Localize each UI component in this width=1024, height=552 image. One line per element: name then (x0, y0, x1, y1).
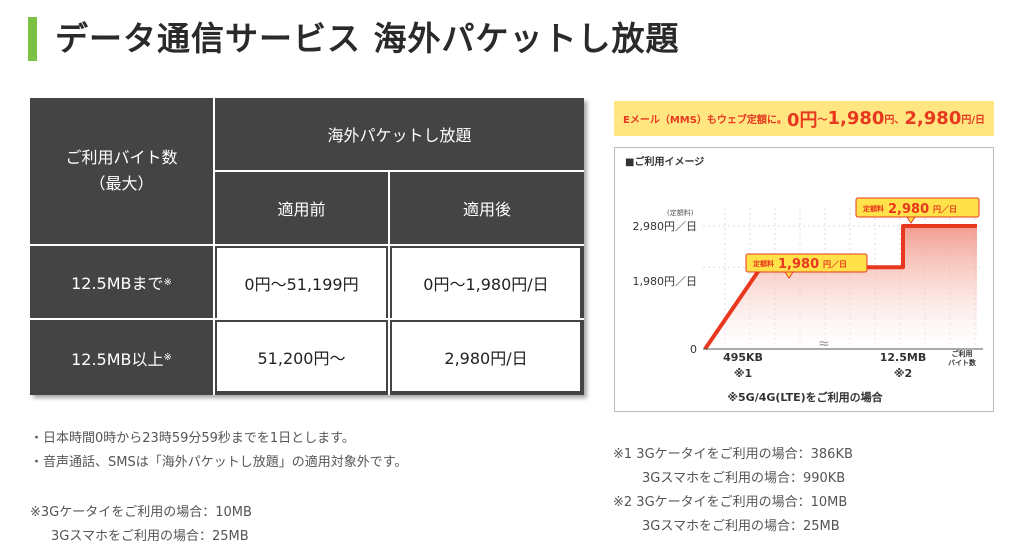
note-line: ※1 3Gケータイをご利用の場合：386KB (613, 447, 853, 462)
x-tick-495kb-mark: ※1 (734, 367, 752, 380)
banner-sep-1: 〜 (817, 115, 828, 126)
pricing-banner: Eメール（MMS）もウェブ定額に。 0円 〜 1,980 円 、 2,980 円… (614, 101, 994, 136)
chart-title: ■ご利用イメージ (625, 155, 704, 168)
banner-sep-2: 、 (894, 115, 905, 126)
note-line: ・日本時間0時から23時59分59秒までを1日とします。 (30, 431, 355, 446)
x-end-label-1: ご利用 (952, 349, 973, 358)
header-bytes: ご利用バイト数 （最大） (30, 98, 213, 244)
header-bytes-label: ご利用バイト数 (65, 148, 178, 167)
y-tick-1980: 1,980円／日 (633, 275, 698, 288)
divider-h2 (30, 244, 584, 246)
x-tick-12-5mb-mark: ※2 (894, 367, 912, 380)
axis-break: ≈ (818, 336, 830, 352)
header-after: 適用後 (390, 172, 584, 244)
note-line: 3Gスマホをご利用の場合：25MB (642, 519, 840, 534)
chart-footnote: ※5G/4G(LTE)をご利用の場合 (727, 390, 883, 404)
header-plan: 海外パケットし放題 (215, 98, 584, 170)
banner-unit-1: 円 (884, 115, 895, 126)
divider-v2 (388, 172, 390, 395)
row2-after: 2,980円/日 (392, 322, 580, 391)
row1-label: 12.5MBまで ※ (30, 246, 213, 318)
callout-1980-small: 定額料 (753, 259, 774, 268)
callout-1980-unit: 円／日 (823, 259, 847, 269)
callout-2980-value: 2,980 (888, 202, 929, 217)
title-accent-bar (28, 17, 37, 61)
usage-line (703, 224, 977, 351)
callout-2980-small: 定額料 (863, 204, 884, 213)
row2-label-text: 12.5MB以上 (71, 349, 164, 369)
banner-unit-2: 円/日 (961, 115, 985, 126)
banner-value-1: 1,980 (827, 108, 885, 129)
divider-h3 (30, 318, 584, 320)
row1-after: 0円〜1,980円/日 (392, 248, 580, 318)
page-title: データ通信サービス 海外パケットし放題 (55, 19, 680, 58)
notes-right: ※1 3Gケータイをご利用の場合：386KB 3Gスマホをご利用の場合：990K… (613, 443, 853, 539)
row2-before: 51,200円〜 (217, 322, 386, 391)
row2-mark: ※ (163, 352, 172, 363)
callout-2980-unit: 円／日 (933, 204, 957, 214)
header-bytes-sub: （最大） (89, 174, 154, 193)
row2-label: 12.5MB以上 ※ (30, 320, 213, 395)
callout-1980-value: 1,980 (778, 257, 819, 272)
y-tick-2980: 2,980円／日 (633, 220, 698, 233)
note-line: 3Gスマホをご利用の場合：990KB (642, 471, 846, 486)
header-before: 適用前 (215, 172, 388, 244)
rate-table: ご利用バイト数 （最大） 海外パケットし放題 適用前 適用後 12.5MBまで ※… (30, 98, 584, 395)
note-line: 3Gスマホをご利用の場合：25MB (51, 529, 249, 544)
notes-left-2: ※3Gケータイをご利用の場合：10MB 3Gスマホをご利用の場合：25MB (30, 501, 252, 549)
usage-area (705, 226, 977, 349)
row1-label-text: 12.5MBまで (71, 274, 164, 293)
row1-before: 0円〜51,199円 (217, 248, 386, 318)
x-end-label-2: バイト数 (948, 358, 977, 367)
usage-chart-svg: ■ご利用イメージ (定額料) 2,980円／日 1,980円／日 0 ≈ 495… (625, 155, 983, 404)
notes-left: ・日本時間0時から23時59分59秒までを1日とします。 ・音声通話、SMSは「… (30, 427, 407, 475)
banner-value-0: 0円 (786, 109, 818, 131)
x-tick-495kb: 495KB (723, 351, 763, 364)
x-tick-12-5mb: 12.5MB (880, 351, 926, 364)
note-line: ※2 3Gケータイをご利用の場合：10MB (613, 495, 848, 510)
callout-1980: 定額料 1,980 円／日 (745, 253, 868, 279)
y-axis-title: (定額料) (667, 208, 694, 217)
usage-chart: ■ご利用イメージ (定額料) 2,980円／日 1,980円／日 0 ≈ 495… (614, 147, 994, 412)
divider-v1 (213, 98, 215, 395)
note-line: ※3Gケータイをご利用の場合：10MB (30, 505, 252, 520)
divider-h1 (215, 170, 584, 172)
note-line: ・音声通話、SMSは「海外パケットし放題」の適用対象外です。 (30, 455, 408, 470)
banner-text: Eメール（MMS）もウェブ定額に。 (623, 115, 787, 126)
y-tick-0: 0 (690, 343, 697, 356)
banner-value-2: 2,980 (904, 108, 962, 129)
row1-mark: ※ (163, 276, 172, 288)
callout-2980: 定額料 2,980 円／日 (855, 197, 980, 224)
